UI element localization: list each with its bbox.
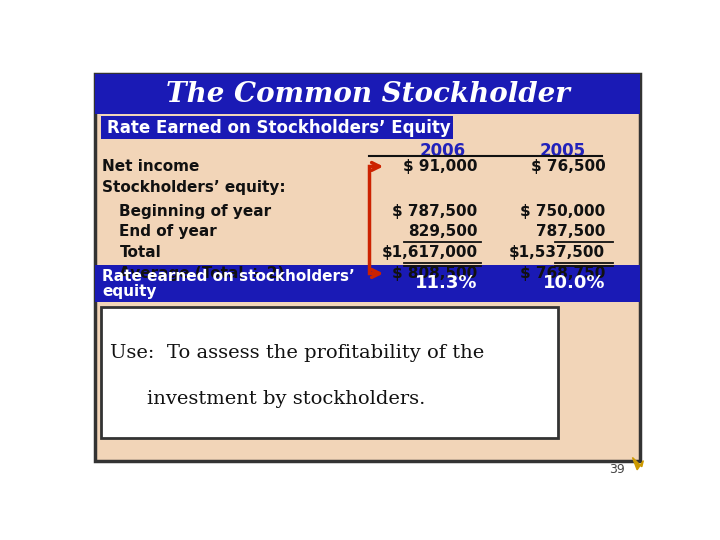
Text: Total: Total [120,245,161,260]
Text: Stockholders’ equity:: Stockholders’ equity: [102,180,286,195]
Text: investment by stockholders.: investment by stockholders. [148,390,426,408]
Text: equity: equity [102,284,157,299]
Text: $1,617,000: $1,617,000 [382,245,477,260]
FancyBboxPatch shape [96,74,640,114]
Text: 829,500: 829,500 [408,225,477,239]
Text: 39: 39 [609,463,625,476]
Text: 2005: 2005 [540,142,586,160]
Text: 10.0%: 10.0% [543,274,606,293]
Text: Rate earned on stockholders’: Rate earned on stockholders’ [102,269,355,285]
Text: $1,537,500: $1,537,500 [509,245,606,260]
Polygon shape [632,457,644,470]
FancyBboxPatch shape [96,74,640,461]
Text: Use:  To assess the profitability of the: Use: To assess the profitability of the [110,344,485,362]
Text: Net income: Net income [102,159,199,174]
Text: Average (Total ÷ 2): Average (Total ÷ 2) [120,266,285,281]
Text: End of year: End of year [120,225,217,239]
Text: Rate Earned on Stockholders’ Equity: Rate Earned on Stockholders’ Equity [107,119,451,137]
Text: 11.3%: 11.3% [415,274,477,293]
Text: $ 76,500: $ 76,500 [531,159,606,174]
Text: $ 808,500: $ 808,500 [392,266,477,281]
Text: $ 750,000: $ 750,000 [520,204,606,219]
Text: $ 768,750: $ 768,750 [520,266,606,281]
Text: $ 91,000: $ 91,000 [403,159,477,174]
FancyBboxPatch shape [101,117,454,139]
Text: $ 787,500: $ 787,500 [392,204,477,219]
Text: Beginning of year: Beginning of year [120,204,271,219]
Text: 2006: 2006 [420,142,466,160]
FancyBboxPatch shape [101,307,558,438]
FancyBboxPatch shape [96,265,640,302]
Text: The Common Stockholder: The Common Stockholder [166,80,570,107]
Text: 787,500: 787,500 [536,225,606,239]
